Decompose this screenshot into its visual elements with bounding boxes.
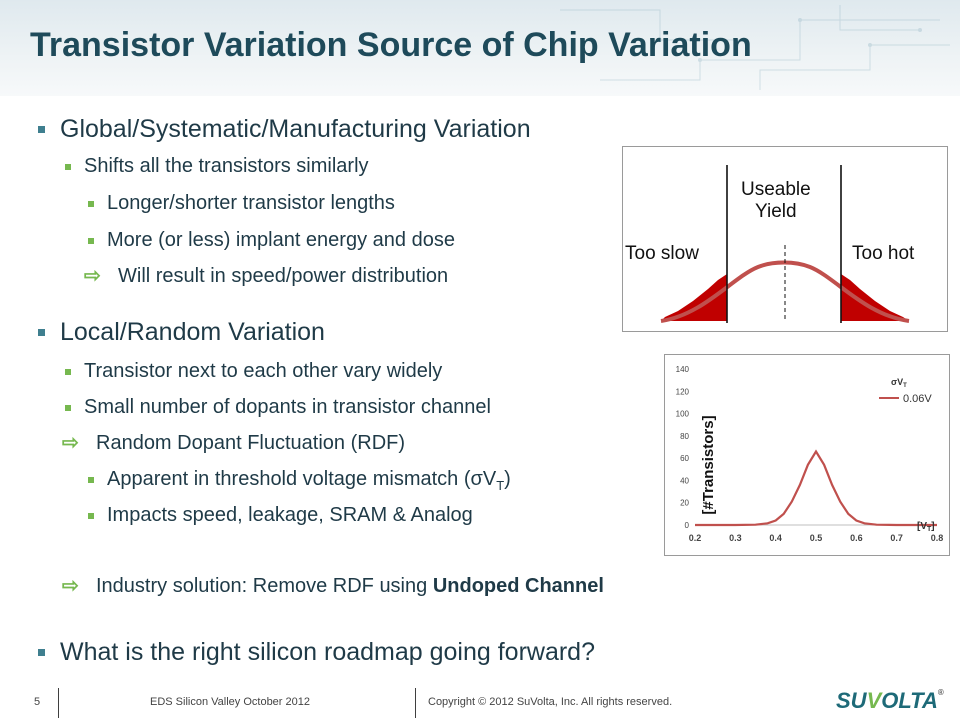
bullet-square-icon xyxy=(88,201,94,207)
bullet-small-text: Small number of dopants in transistor ch… xyxy=(84,396,491,418)
x-axis-label-sub: T xyxy=(927,526,932,533)
header-band xyxy=(0,0,960,96)
logo-olta: OLTA xyxy=(881,688,938,713)
bullet-square-icon xyxy=(38,329,45,336)
x-axis-label-end: ] xyxy=(931,521,934,532)
bullet-longer: Longer/shorter transistor lengths xyxy=(88,192,395,215)
bullet-roadmap-text: What is the right silicon roadmap going … xyxy=(60,638,595,666)
bullet-longer-text: Longer/shorter transistor lengths xyxy=(107,192,395,214)
footer-copyright: Copyright © 2012 SuVolta, Inc. All right… xyxy=(428,696,673,708)
x-tick-label: 0.5 xyxy=(810,533,823,543)
x-axis-label: [VT] xyxy=(917,521,935,533)
bullet-apparent-text: Apparent in threshold voltage mismatch (… xyxy=(107,468,497,490)
too-slow-label: Too slow xyxy=(625,243,699,264)
bullet-rdf-text: Random Dopant Fluctuation (RDF) xyxy=(96,432,406,454)
y-tick-label: 140 xyxy=(676,365,690,374)
y-axis-ticks: 0 20 40 60 80 100 120 140 xyxy=(676,365,690,530)
yield-label: Yield xyxy=(755,201,797,222)
bullet-square-icon xyxy=(65,164,71,170)
x-tick-label: 0.8 xyxy=(931,533,944,543)
x-tick-label: 0.7 xyxy=(890,533,903,543)
y-axis-label: [#Transistors] xyxy=(700,415,717,514)
vt-chart-svg: 0 20 40 60 80 100 120 140 0.2 0.3 0.4 0.5 0.6 0.7 0.8… xyxy=(676,365,944,543)
distribution-curve xyxy=(660,260,910,323)
bullet-industry-text: Industry solution: Remove RDF using xyxy=(96,575,433,597)
bullet-rdf: ⇨ Random Dopant Fluctuation (RDF) xyxy=(62,432,406,455)
bullet-shifts: Shifts all the transistors similarly xyxy=(65,155,369,178)
bullet-apparent: Apparent in threshold voltage mismatch (… xyxy=(88,468,511,493)
suvolta-logo: SUVOLTA® xyxy=(836,688,944,714)
bullet-speed-text: Will result in speed/power distribution xyxy=(118,265,449,287)
series-line-0-06v xyxy=(695,449,937,527)
logo-su: SU xyxy=(836,688,867,713)
bullet-small: Small number of dopants in transistor ch… xyxy=(65,396,491,419)
bullet-global: Global/Systematic/Manufacturing Variatio… xyxy=(38,115,531,144)
too-hot-label: Too hot xyxy=(852,243,915,264)
too-slow-tail xyxy=(661,274,727,321)
bullet-industry-emphasis: Undoped Channel xyxy=(432,575,604,597)
x-tick-label: 0.4 xyxy=(769,533,782,543)
footer-event: EDS Silicon Valley October 2012 xyxy=(150,696,310,708)
bullet-square-icon xyxy=(88,477,94,483)
y-tick-label: 120 xyxy=(676,387,690,396)
bullet-implant-text: More (or less) implant energy and dose xyxy=(107,229,455,251)
bullet-local: Local/Random Variation xyxy=(38,318,325,347)
circuit-pattern-icon xyxy=(560,5,950,90)
bullet-square-icon xyxy=(38,126,45,133)
bullet-next-text: Transistor next to each other vary widel… xyxy=(84,360,443,382)
page-number: 5 xyxy=(34,696,41,708)
footer-separator xyxy=(415,688,416,718)
vt-distribution-chart: 0 20 40 60 80 100 120 140 0.2 0.3 0.4 0.5 0.6 0.7 0.8… xyxy=(664,354,950,556)
y-tick-label: 80 xyxy=(680,432,689,441)
x-tick-label: 0.3 xyxy=(729,533,742,543)
arrow-right-icon: ⇨ xyxy=(62,575,79,597)
y-tick-label: 20 xyxy=(680,499,689,508)
bullet-local-text: Local/Random Variation xyxy=(60,318,325,346)
yield-distribution-figure: Useable Yield Too slow Too hot xyxy=(622,146,948,332)
bullet-square-icon xyxy=(38,649,45,656)
legend-title-sub: T xyxy=(903,383,907,389)
distribution-curve-graphic xyxy=(660,165,910,323)
bullet-speed: ⇨ Will result in speed/power distributio… xyxy=(84,265,449,288)
page-title: Transistor Variation Source of Chip Vari… xyxy=(30,26,752,64)
x-tick-label: 0.2 xyxy=(689,533,702,543)
bullet-implant: More (or less) implant energy and dose xyxy=(88,229,455,252)
bullet-impacts-text: Impacts speed, leakage, SRAM & Analog xyxy=(107,504,473,526)
y-tick-label: 100 xyxy=(676,410,690,419)
y-tick-label: 60 xyxy=(680,454,689,463)
bullet-impacts: Impacts speed, leakage, SRAM & Analog xyxy=(88,504,473,527)
bullet-shifts-text: Shifts all the transistors similarly xyxy=(84,155,369,177)
bullet-next: Transistor next to each other vary widel… xyxy=(65,360,443,383)
too-hot-tail xyxy=(841,274,909,321)
arrow-right-icon: ⇨ xyxy=(84,265,101,287)
y-tick-label: 0 xyxy=(685,521,690,530)
bullet-roadmap: What is the right silicon roadmap going … xyxy=(38,638,595,667)
footer-separator xyxy=(58,688,59,718)
y-tick-label: 40 xyxy=(680,476,689,485)
x-tick-label: 0.6 xyxy=(850,533,863,543)
arrow-right-icon: ⇨ xyxy=(62,432,79,454)
bullet-square-icon xyxy=(88,513,94,519)
x-axis-label-text: [V xyxy=(917,521,927,532)
bullet-apparent-close: ) xyxy=(504,468,511,490)
bullet-square-icon xyxy=(65,369,71,375)
logo-v: V xyxy=(866,688,882,713)
bullet-square-icon xyxy=(88,238,94,244)
useable-label: Useable xyxy=(741,179,811,200)
legend-entry-0-06v: 0.06V xyxy=(903,393,932,405)
bullet-square-icon xyxy=(65,405,71,411)
bullet-global-text: Global/Systematic/Manufacturing Variatio… xyxy=(60,115,531,143)
subscript-t: T xyxy=(496,478,505,493)
x-axis-ticks: 0.2 0.3 0.4 0.5 0.6 0.7 0.8 xyxy=(689,533,944,543)
bullet-industry: ⇨ Industry solution: Remove RDF using Un… xyxy=(62,575,604,598)
legend-title: σVT xyxy=(891,377,907,389)
legend-title-text: σV xyxy=(891,377,903,387)
logo-registered: ® xyxy=(937,688,944,697)
